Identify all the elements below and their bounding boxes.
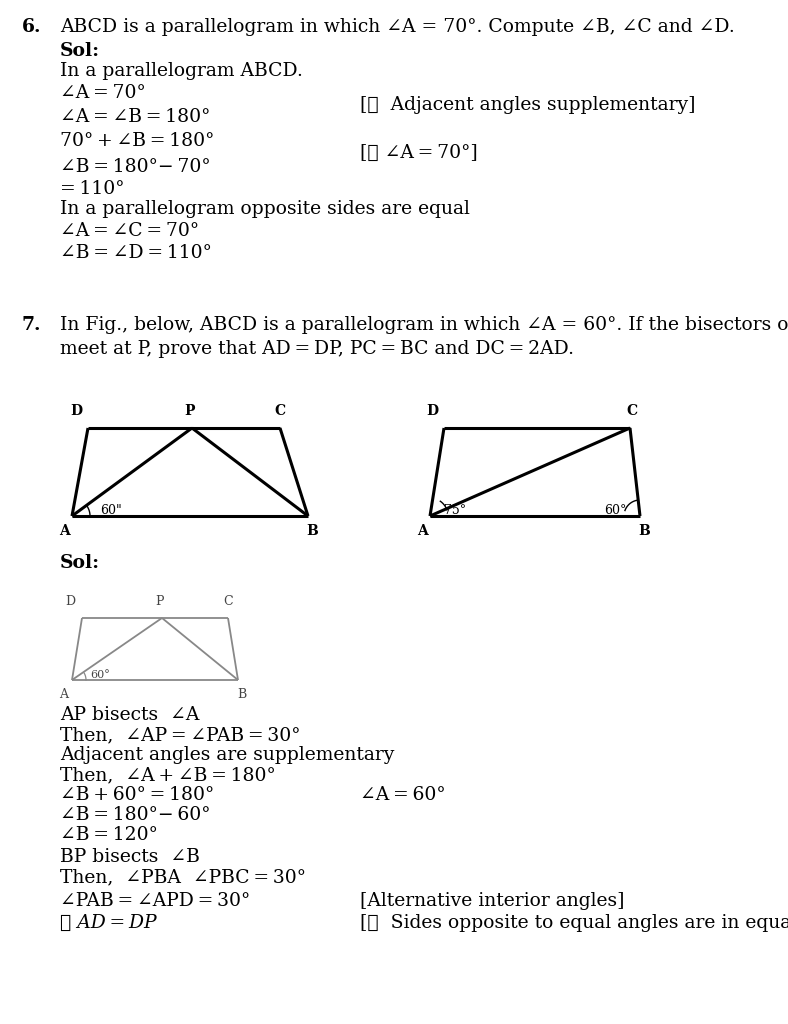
Text: In a parallelogram opposite sides are equal: In a parallelogram opposite sides are eq… bbox=[60, 200, 470, 218]
Text: Sol:: Sol: bbox=[60, 42, 100, 60]
Text: Then,  ∠A + ∠B = 180°: Then, ∠A + ∠B = 180° bbox=[60, 766, 276, 784]
Text: 60°: 60° bbox=[90, 670, 110, 680]
Text: = 110°: = 110° bbox=[60, 180, 125, 198]
Text: B: B bbox=[638, 524, 650, 538]
Text: 6.: 6. bbox=[22, 18, 42, 36]
Text: In a parallelogram ABCD.: In a parallelogram ABCD. bbox=[60, 62, 303, 80]
Text: C: C bbox=[223, 595, 232, 608]
Text: C: C bbox=[626, 404, 637, 418]
Text: ∠A = ∠C = 70°: ∠A = ∠C = 70° bbox=[60, 222, 199, 240]
Text: 60": 60" bbox=[100, 504, 122, 517]
Text: D: D bbox=[65, 595, 75, 608]
Text: P: P bbox=[156, 595, 164, 608]
Text: [∴ ∠A = 70°]: [∴ ∠A = 70°] bbox=[360, 144, 478, 162]
Text: A: A bbox=[417, 524, 427, 538]
Text: D: D bbox=[426, 404, 438, 418]
Text: D: D bbox=[70, 404, 82, 418]
Text: 70° + ∠B = 180°: 70° + ∠B = 180° bbox=[60, 132, 214, 150]
Text: [Alternative interior angles]: [Alternative interior angles] bbox=[360, 892, 625, 910]
Text: [∴  Sides opposite to equal angles are in equal length]: [∴ Sides opposite to equal angles are in… bbox=[360, 914, 788, 932]
Text: In Fig., below, ABCD is a parallelogram in which ∠A = 60°. If the bisectors of ∠: In Fig., below, ABCD is a parallelogram … bbox=[60, 316, 788, 334]
Text: meet at P, prove that AD = DP, PC = BC and DC = 2AD.: meet at P, prove that AD = DP, PC = BC a… bbox=[60, 340, 574, 358]
Text: 75°: 75° bbox=[444, 504, 466, 517]
Text: P: P bbox=[184, 404, 195, 418]
Text: ∠B = 120°: ∠B = 120° bbox=[60, 826, 158, 844]
Text: ∠B = ∠D = 110°: ∠B = ∠D = 110° bbox=[60, 244, 212, 262]
Text: ∴ AD = DP: ∴ AD = DP bbox=[60, 914, 157, 932]
Text: ABCD is a parallelogram in which ∠A = 70°. Compute ∠B, ∠C and ∠D.: ABCD is a parallelogram in which ∠A = 70… bbox=[60, 18, 734, 36]
Text: ∠A = 60°: ∠A = 60° bbox=[360, 786, 446, 804]
Text: ∠B = 180°− 70°: ∠B = 180°− 70° bbox=[60, 158, 210, 176]
Text: Then,  ∠PBA  ∠PBC = 30°: Then, ∠PBA ∠PBC = 30° bbox=[60, 868, 306, 886]
Text: ∠B = 180°− 60°: ∠B = 180°− 60° bbox=[60, 806, 210, 824]
Text: [∴  Adjacent angles supplementary]: [∴ Adjacent angles supplementary] bbox=[360, 96, 696, 114]
Text: A: A bbox=[60, 688, 69, 701]
Text: 7.: 7. bbox=[22, 316, 42, 334]
Text: ∠A = 70°: ∠A = 70° bbox=[60, 84, 146, 102]
Text: A: A bbox=[58, 524, 69, 538]
Text: BP bisects  ∠B: BP bisects ∠B bbox=[60, 848, 200, 866]
Text: B: B bbox=[237, 688, 247, 701]
Text: C: C bbox=[274, 404, 285, 418]
Text: 60°: 60° bbox=[604, 504, 626, 517]
Text: ∠PAB = ∠APD = 30°: ∠PAB = ∠APD = 30° bbox=[60, 892, 251, 910]
Text: Then,  ∠AP = ∠PAB = 30°: Then, ∠AP = ∠PAB = 30° bbox=[60, 726, 300, 744]
Text: AP bisects  ∠A: AP bisects ∠A bbox=[60, 706, 199, 724]
Text: B: B bbox=[306, 524, 318, 538]
Text: ∠B + 60° = 180°: ∠B + 60° = 180° bbox=[60, 786, 214, 804]
Text: ∠A = ∠B = 180°: ∠A = ∠B = 180° bbox=[60, 108, 210, 126]
Text: Adjacent angles are supplementary: Adjacent angles are supplementary bbox=[60, 746, 394, 764]
Text: Sol:: Sol: bbox=[60, 554, 100, 572]
